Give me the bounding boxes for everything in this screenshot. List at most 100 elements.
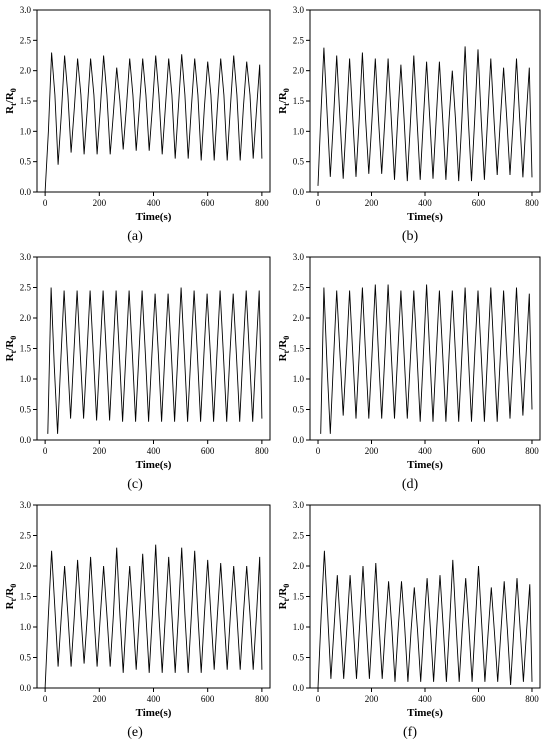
y-axis-label-c: Rt/R0 xyxy=(4,336,18,362)
y-tick-label-a-1: 1.0 xyxy=(20,126,32,136)
y-tick-label-d-1.5: 1.5 xyxy=(293,344,305,354)
series-line-e-0 xyxy=(44,544,263,689)
panel-caption-c: (c) xyxy=(127,477,143,492)
y-tick-label-d-1: 1.0 xyxy=(293,374,305,384)
x-tick-label-d-200: 200 xyxy=(365,446,379,456)
chart-panel-a: 0 200 400 600 800 0.0 0.5 1.0 1.5 2.0 2.5 3.0 Time(s… xyxy=(4,5,271,244)
x-tick-label-d-600: 600 xyxy=(472,446,486,456)
y-tick-label-e-0: 0.0 xyxy=(20,683,32,693)
series-line-c-0 xyxy=(47,287,263,434)
y-tick-label-f-3: 3.0 xyxy=(293,500,305,510)
chart-panel-e: 0 200 400 600 800 0.0 0.5 1.0 1.5 2.0 2.5 3.0 Time(s… xyxy=(4,500,271,740)
y-tick-label-c-1: 1.0 xyxy=(20,374,32,384)
x-tick-label-c-200: 200 xyxy=(93,446,107,456)
series-line-a-0 xyxy=(44,52,263,193)
y-tick-label-f-1.5: 1.5 xyxy=(293,592,305,602)
plot-frame-d xyxy=(309,256,541,441)
y-tick-label-b-1: 1.0 xyxy=(293,126,305,136)
series-line-b-0 xyxy=(317,46,533,186)
x-tick-label-f-0: 0 xyxy=(316,694,321,704)
y-axis-label-b: Rt/R0 xyxy=(277,88,291,114)
x-tick-label-d-0: 0 xyxy=(316,446,321,456)
x-tick-label-c-800: 800 xyxy=(255,446,269,456)
y-axis-label-d: Rt/R0 xyxy=(277,336,291,362)
x-axis-label-b: Time(s) xyxy=(407,211,443,223)
y-tick-label-f-2.5: 2.5 xyxy=(293,531,305,541)
y-tick-label-b-2.5: 2.5 xyxy=(293,35,305,45)
x-tick-label-a-0: 0 xyxy=(43,198,48,208)
panel-caption-a: (a) xyxy=(127,229,143,244)
y-tick-label-f-2: 2.0 xyxy=(293,561,305,571)
y-tick-label-b-3: 3.0 xyxy=(293,5,305,15)
y-tick-label-d-3: 3.0 xyxy=(293,252,305,262)
x-tick-label-a-400: 400 xyxy=(147,198,161,208)
y-tick-label-e-1: 1.0 xyxy=(20,622,32,632)
y-tick-label-f-0: 0.0 xyxy=(293,683,305,693)
x-tick-label-b-0: 0 xyxy=(316,198,321,208)
x-tick-label-f-200: 200 xyxy=(365,694,379,704)
y-axis-label-e: Rt/R0 xyxy=(4,584,18,610)
y-tick-label-e-2.5: 2.5 xyxy=(20,531,32,541)
x-tick-label-d-400: 400 xyxy=(418,446,432,456)
x-tick-label-e-600: 600 xyxy=(201,694,215,704)
x-axis-label-a: Time(s) xyxy=(136,211,172,223)
x-tick-label-f-600: 600 xyxy=(472,694,486,704)
y-tick-label-f-1: 1.0 xyxy=(293,622,305,632)
plot-frame-a xyxy=(36,9,271,193)
x-tick-label-e-200: 200 xyxy=(93,694,107,704)
x-tick-label-b-800: 800 xyxy=(525,198,539,208)
x-tick-label-c-600: 600 xyxy=(201,446,215,456)
y-tick-label-e-0.5: 0.5 xyxy=(20,653,32,663)
y-tick-label-c-3: 3.0 xyxy=(20,252,32,262)
y-tick-label-c-1.5: 1.5 xyxy=(20,344,32,354)
y-tick-label-a-3: 3.0 xyxy=(20,5,32,15)
panel-caption-b: (b) xyxy=(402,229,419,244)
y-tick-label-b-1.5: 1.5 xyxy=(293,96,305,106)
y-tick-label-d-2: 2.0 xyxy=(293,313,305,323)
x-tick-label-c-0: 0 xyxy=(43,446,48,456)
x-tick-label-b-600: 600 xyxy=(472,198,486,208)
chart-panel-b: 0 200 400 600 800 0.0 0.5 1.0 1.5 2.0 2.5 3.0 Time(s… xyxy=(277,5,541,244)
plot-frame-c xyxy=(36,256,271,441)
series-line-d-0 xyxy=(320,284,533,434)
y-tick-label-e-2: 2.0 xyxy=(20,561,32,571)
y-tick-label-a-2.5: 2.5 xyxy=(20,35,32,45)
x-tick-label-b-400: 400 xyxy=(418,198,432,208)
y-axis-label-a: Rt/R0 xyxy=(4,88,18,114)
x-tick-label-a-200: 200 xyxy=(93,198,107,208)
y-tick-label-a-2: 2.0 xyxy=(20,66,32,76)
x-axis-label-c: Time(s) xyxy=(136,459,172,471)
y-tick-label-e-3: 3.0 xyxy=(20,500,32,510)
x-tick-label-e-0: 0 xyxy=(43,694,48,704)
y-tick-label-a-1.5: 1.5 xyxy=(20,96,32,106)
y-tick-label-b-0: 0.0 xyxy=(293,187,305,197)
x-tick-label-c-400: 400 xyxy=(147,446,161,456)
x-axis-label-e: Time(s) xyxy=(136,707,172,719)
panel-caption-e: (e) xyxy=(127,725,143,740)
y-tick-label-b-0.5: 0.5 xyxy=(293,157,305,167)
y-tick-label-f-0.5: 0.5 xyxy=(293,653,305,663)
chart-panel-c: 0 200 400 600 800 0.0 0.5 1.0 1.5 2.0 2.5 3.0 Time(s… xyxy=(4,252,271,492)
series-line-f-0 xyxy=(317,550,533,689)
y-tick-label-d-2.5: 2.5 xyxy=(293,283,305,293)
y-tick-label-c-2: 2.0 xyxy=(20,313,32,323)
x-tick-label-b-200: 200 xyxy=(365,198,379,208)
y-tick-label-c-0: 0.0 xyxy=(20,435,32,445)
x-tick-label-e-400: 400 xyxy=(147,694,161,704)
chart-panel-d: 0 200 400 600 800 0.0 0.5 1.0 1.5 2.0 2.5 3.0 Time(s… xyxy=(277,252,541,492)
x-tick-label-e-800: 800 xyxy=(255,694,269,704)
y-tick-label-a-0: 0.0 xyxy=(20,187,32,197)
x-tick-label-f-800: 800 xyxy=(525,694,539,704)
chart-panel-f: 0 200 400 600 800 0.0 0.5 1.0 1.5 2.0 2.5 3.0 Time(s… xyxy=(277,500,541,740)
x-tick-label-a-800: 800 xyxy=(255,198,269,208)
x-axis-label-d: Time(s) xyxy=(407,459,443,471)
y-tick-label-c-2.5: 2.5 xyxy=(20,283,32,293)
x-axis-label-f: Time(s) xyxy=(407,707,443,719)
y-tick-label-c-0.5: 0.5 xyxy=(20,405,32,415)
y-tick-label-d-0.5: 0.5 xyxy=(293,405,305,415)
y-axis-label-f: Rt/R0 xyxy=(277,584,291,610)
y-tick-label-d-0: 0.0 xyxy=(293,435,305,445)
panel-caption-d: (d) xyxy=(402,477,419,492)
y-tick-label-b-2: 2.0 xyxy=(293,66,305,76)
